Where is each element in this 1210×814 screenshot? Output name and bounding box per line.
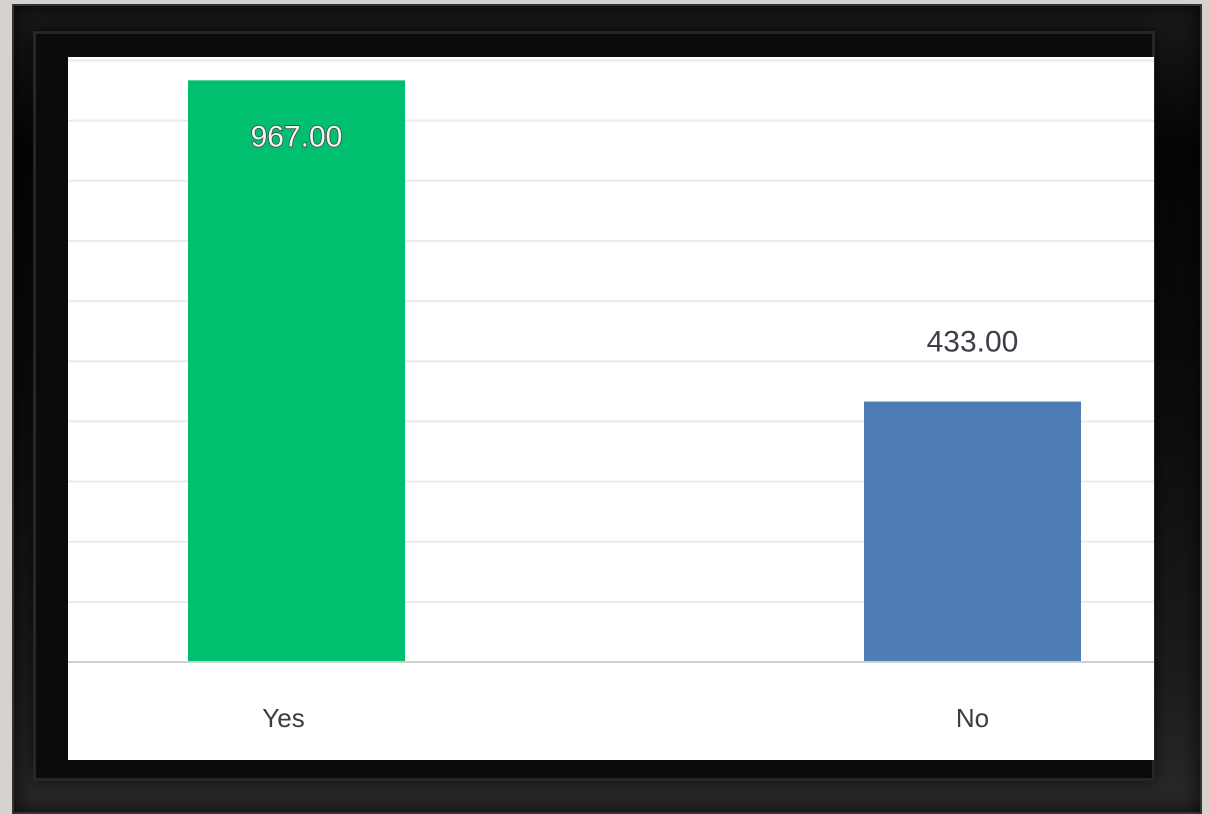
chart-container: 967.00 433.00 Yes No [68,57,1154,760]
x-tick-label-no: No [956,703,989,733]
data-label-yes: 967.00 [251,120,343,153]
x-tick-labels: Yes No [262,703,989,733]
bar-chart: 967.00 433.00 Yes No [68,59,1154,733]
bars [188,80,1081,663]
data-label-no: 433.00 [927,326,1019,359]
bar-yes [188,80,405,663]
data-labels: 967.00 433.00 [250,120,1019,359]
bar-no [864,401,1081,662]
x-tick-label-yes: Yes [262,703,304,733]
